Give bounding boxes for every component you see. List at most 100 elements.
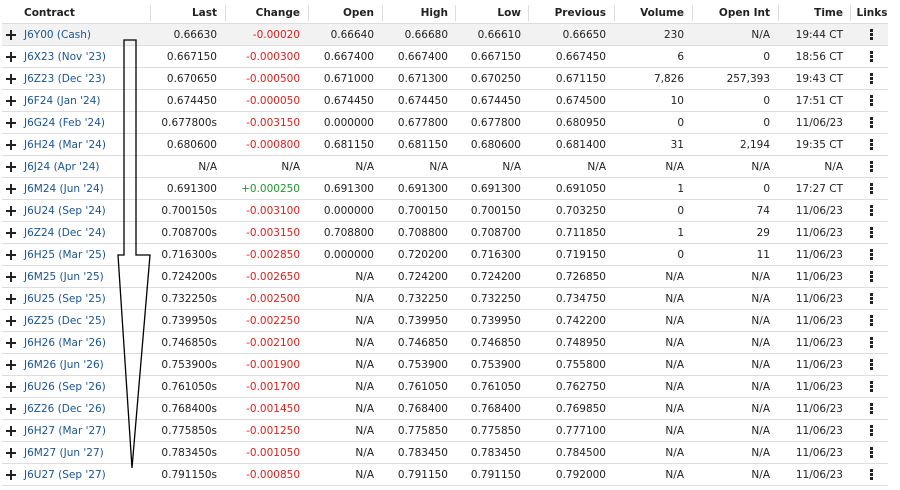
cell-value: 0.746850 — [397, 337, 448, 349]
column-header: Volume — [640, 7, 684, 19]
cell-value: -0.001250 — [246, 425, 300, 437]
cell-value: 0.708800 — [323, 227, 374, 239]
expand-button[interactable] — [6, 338, 16, 348]
cell-value: N/A — [355, 403, 374, 415]
cell-value: N/A — [665, 425, 684, 437]
links-menu[interactable] — [870, 227, 874, 238]
expand-button[interactable] — [6, 206, 16, 216]
column-separator — [528, 5, 529, 21]
links-menu[interactable] — [870, 205, 874, 216]
cell-value: N/A — [751, 315, 770, 327]
links-menu[interactable] — [870, 403, 874, 414]
expand-button[interactable] — [6, 382, 16, 392]
links-menu[interactable] — [870, 469, 874, 480]
links-menu[interactable] — [870, 73, 874, 84]
contract-link[interactable]: J6Z23 (Dec '23) — [24, 73, 106, 85]
expand-button[interactable] — [6, 404, 16, 414]
cell-value: N/A — [665, 161, 684, 173]
cell-value: N/A — [751, 161, 770, 173]
contract-link[interactable]: J6Z26 (Dec '26) — [24, 403, 106, 415]
links-menu[interactable] — [870, 95, 874, 106]
cell-value: -0.003150 — [246, 227, 300, 239]
cell-value: -0.001900 — [246, 359, 300, 371]
expand-button[interactable] — [6, 140, 16, 150]
contract-link[interactable]: J6H26 (Mar '26) — [24, 337, 106, 349]
cell-value: 0.768400 — [470, 403, 521, 415]
links-menu[interactable] — [870, 293, 874, 304]
expand-button[interactable] — [6, 96, 16, 106]
links-menu[interactable] — [870, 447, 874, 458]
contract-link[interactable]: J6H24 (Mar '24) — [24, 139, 106, 151]
cell-value: 0.739950 — [470, 315, 521, 327]
links-menu[interactable] — [870, 161, 874, 172]
expand-button[interactable] — [6, 294, 16, 304]
contract-link[interactable]: J6H27 (Mar '27) — [24, 425, 106, 437]
cell-value: 0.762750 — [555, 381, 606, 393]
links-menu[interactable] — [870, 359, 874, 370]
contract-link[interactable]: J6U26 (Sep '26) — [24, 381, 106, 393]
contract-link[interactable]: J6U25 (Sep '25) — [24, 293, 106, 305]
cell-value: 0.711850 — [555, 227, 606, 239]
cell-value: 0.791150s — [161, 469, 217, 481]
cell-value: N/A — [665, 447, 684, 459]
cell-value: 11/06/23 — [795, 117, 843, 129]
links-menu[interactable] — [870, 51, 874, 62]
expand-button[interactable] — [6, 272, 16, 282]
cell-value: 0.732250 — [470, 293, 521, 305]
contract-link[interactable]: J6Z24 (Dec '24) — [24, 227, 106, 239]
cell-value: N/A — [355, 447, 374, 459]
contract-link[interactable]: J6M27 (Jun '27) — [24, 447, 104, 459]
expand-button[interactable] — [6, 74, 16, 84]
cell-value: 0.716300s — [161, 249, 217, 261]
expand-button[interactable] — [6, 426, 16, 436]
cell-value: 11 — [756, 249, 770, 261]
table-row — [2, 442, 888, 464]
contract-link[interactable]: J6H25 (Mar '25) — [24, 249, 106, 261]
links-menu[interactable] — [870, 381, 874, 392]
links-menu[interactable] — [870, 315, 874, 326]
expand-button[interactable] — [6, 250, 16, 260]
cell-value: N/A — [665, 403, 684, 415]
expand-button[interactable] — [6, 316, 16, 326]
expand-button[interactable] — [6, 470, 16, 480]
contract-link[interactable]: J6M24 (Jun '24) — [24, 183, 104, 195]
links-menu[interactable] — [870, 249, 874, 260]
contract-link[interactable]: J6U24 (Sep '24) — [24, 205, 106, 217]
contract-link[interactable]: J6J24 (Apr '24) — [24, 161, 100, 173]
column-header: Contract — [24, 7, 75, 19]
links-menu[interactable] — [870, 337, 874, 348]
cell-value: 0.680600 — [470, 139, 521, 151]
contract-link[interactable]: J6M26 (Jun '26) — [24, 359, 104, 371]
contract-link[interactable]: J6X23 (Nov '23) — [24, 51, 106, 63]
contract-link[interactable]: J6G24 (Feb '24) — [24, 117, 105, 129]
cell-value: N/A — [751, 469, 770, 481]
contract-link[interactable]: J6F24 (Jan '24) — [24, 95, 101, 107]
links-menu[interactable] — [870, 183, 874, 194]
cell-value: N/A — [751, 425, 770, 437]
expand-button[interactable] — [6, 118, 16, 128]
cell-value: -0.00020 — [252, 29, 300, 41]
contract-link[interactable]: J6M25 (Jun '25) — [24, 271, 104, 283]
cell-value: N/A — [355, 161, 374, 173]
expand-button[interactable] — [6, 184, 16, 194]
cell-value: -0.000800 — [246, 139, 300, 151]
expand-button[interactable] — [6, 360, 16, 370]
cell-value: -0.000500 — [246, 73, 300, 85]
cell-value: 19:43 CT — [795, 73, 843, 85]
links-menu[interactable] — [870, 271, 874, 282]
links-menu[interactable] — [870, 117, 874, 128]
expand-button[interactable] — [6, 448, 16, 458]
contract-link[interactable]: J6Y00 (Cash) — [24, 29, 91, 41]
links-menu[interactable] — [870, 139, 874, 150]
cell-value: 0 — [763, 117, 770, 129]
links-menu[interactable] — [870, 425, 874, 436]
expand-button[interactable] — [6, 52, 16, 62]
contract-link[interactable]: J6Z25 (Dec '25) — [24, 315, 106, 327]
expand-button[interactable] — [6, 228, 16, 238]
expand-button[interactable] — [6, 162, 16, 172]
expand-button[interactable] — [6, 30, 16, 40]
contract-link[interactable]: J6U27 (Sep '27) — [24, 469, 106, 481]
links-menu[interactable] — [870, 29, 874, 40]
column-header: Previous — [554, 7, 606, 19]
cell-value: 0.674500 — [555, 95, 606, 107]
